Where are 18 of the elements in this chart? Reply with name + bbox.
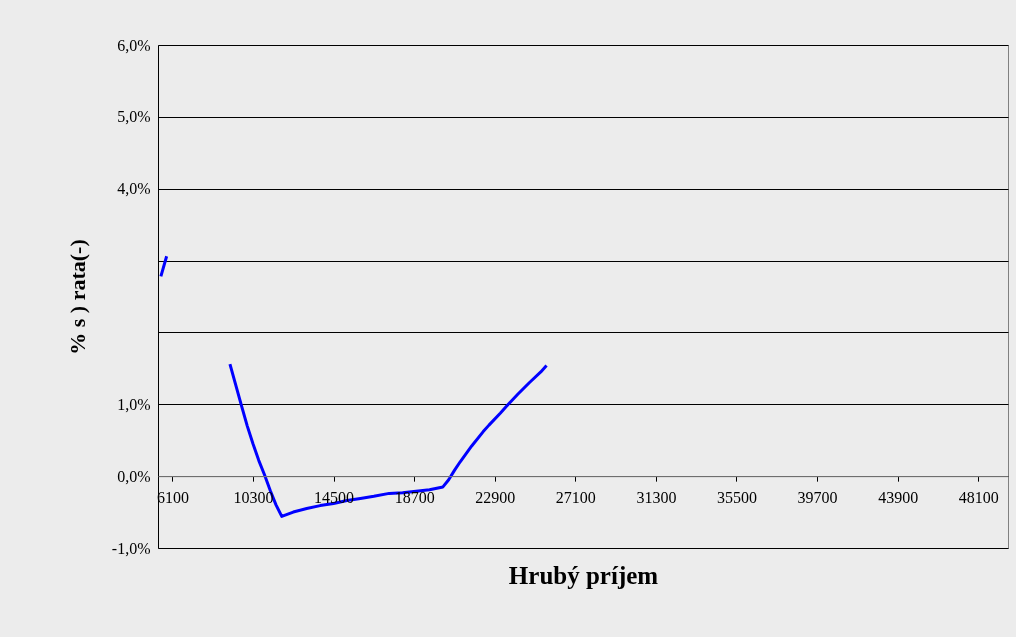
y-tick-label: 0,0% — [117, 467, 151, 485]
x-tick-label: 43900 — [878, 488, 919, 506]
x-tick-label: 10300 — [233, 488, 274, 506]
y-axis-title: % s ) rata(-) — [64, 239, 90, 355]
y-tick-label: 5,0% — [117, 108, 151, 126]
x-tick-label: 35500 — [717, 488, 757, 506]
x-tick-label: 48100 — [958, 488, 999, 506]
x-tick-label: 39700 — [797, 488, 838, 506]
x-tick-label: 22900 — [475, 488, 516, 506]
y-tick-label: 4,0% — [117, 180, 151, 198]
y-tick-label: -1,0% — [111, 539, 151, 557]
x-tick-label: 18700 — [394, 488, 435, 506]
x-axis-title: Hrubý príjem — [508, 561, 659, 589]
y-tick-label: 6,0% — [117, 36, 151, 54]
x-tick-label: 27100 — [555, 488, 596, 506]
y-tick-label: 1,0% — [117, 395, 151, 413]
x-tick-label: 31300 — [636, 488, 677, 506]
x-tick-label: 14500 — [314, 488, 355, 506]
